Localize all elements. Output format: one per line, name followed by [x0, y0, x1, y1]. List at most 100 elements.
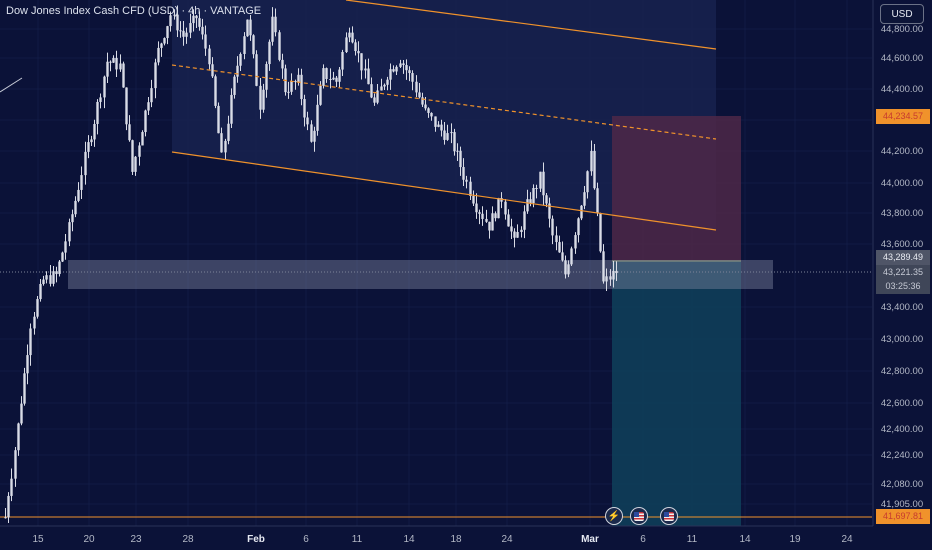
x-tick-label: 11 — [352, 534, 363, 545]
candle-body — [144, 110, 147, 133]
lightning-icon[interactable]: ⚡ — [605, 507, 623, 525]
candle-body — [386, 79, 389, 85]
candle-body — [612, 270, 615, 280]
candle-body — [609, 276, 612, 280]
candle-body — [287, 91, 290, 93]
candle-body — [332, 77, 335, 80]
candle-body — [262, 89, 265, 110]
candle-body — [329, 79, 332, 81]
symbol-title[interactable]: Dow Jones Index Cash CFD (USD) · 4h · VA… — [6, 5, 262, 17]
x-tick-label: 19 — [789, 534, 801, 545]
candle-body — [570, 248, 573, 265]
candle-body — [418, 92, 421, 98]
candle-body — [561, 252, 564, 261]
candle-body — [154, 62, 157, 89]
candle-body — [163, 38, 166, 44]
candle-body — [157, 47, 160, 63]
candle-body — [475, 203, 478, 213]
candle-body — [52, 271, 55, 284]
candle-body — [217, 105, 220, 134]
y-tick-label: 43,000.00 — [881, 334, 923, 345]
support-zone — [68, 260, 773, 289]
candle-body — [440, 124, 443, 131]
candle-body — [526, 199, 529, 212]
time-axis-panel — [0, 526, 932, 550]
stop-loss-zone — [612, 116, 741, 261]
candle-body — [345, 37, 348, 53]
take-profit-price-tag: 41,697.81 — [876, 509, 930, 524]
y-tick-label: 44,400.00 — [881, 84, 923, 95]
y-tick-label: 42,400.00 — [881, 424, 923, 435]
candle-body — [310, 124, 313, 142]
y-tick-label: 42,080.00 — [881, 479, 923, 490]
candle-body — [71, 214, 74, 223]
currency-button[interactable]: USD — [880, 4, 924, 24]
y-tick-label: 42,240.00 — [881, 450, 923, 461]
candle-body — [402, 63, 405, 66]
candle-body — [351, 32, 354, 43]
candle-body — [115, 57, 118, 70]
candle-body — [297, 74, 300, 82]
candle-body — [338, 69, 341, 82]
y-tick-label: 41,905.00 — [881, 499, 923, 510]
candle-body — [478, 212, 481, 214]
candle-body — [281, 59, 284, 69]
channel-fill — [172, 0, 716, 230]
candle-body — [106, 61, 109, 77]
candle-body — [602, 251, 605, 282]
candle-body — [208, 48, 211, 65]
candle-body — [446, 133, 449, 140]
x-tick-label: 6 — [640, 534, 646, 545]
candle-body — [545, 195, 548, 204]
candle-body — [497, 198, 500, 219]
candle-body — [437, 124, 440, 127]
candle-body — [599, 213, 602, 252]
candle-body — [615, 270, 618, 274]
candle-body — [316, 104, 319, 131]
us-flag-icon[interactable] — [630, 507, 648, 525]
candle-body — [268, 41, 271, 65]
candle-body — [520, 229, 523, 232]
candle-body — [198, 18, 201, 27]
candle-body — [443, 130, 446, 140]
candle-body — [555, 235, 558, 243]
candle-body — [230, 94, 233, 124]
candle-body — [179, 30, 182, 32]
candle-body — [131, 140, 134, 172]
candle-body — [233, 76, 236, 95]
y-tick-label: 43,800.00 — [881, 208, 923, 219]
candle-body — [182, 30, 185, 37]
candle-body — [465, 179, 468, 182]
candle-body — [373, 97, 376, 103]
us-flag-icon[interactable] — [660, 507, 678, 525]
candle-body — [300, 74, 303, 100]
candle-body — [415, 81, 418, 93]
candle-body — [246, 19, 249, 37]
candle-body — [580, 205, 583, 219]
candle-body — [141, 132, 144, 146]
candle-body — [214, 76, 217, 106]
y-tick-label: 43,600.00 — [881, 239, 923, 250]
candle-body — [278, 32, 281, 60]
candle-body — [20, 403, 23, 424]
candle-body — [523, 211, 526, 230]
candle-body — [532, 187, 535, 204]
candle-body — [341, 52, 344, 70]
candle-body — [220, 133, 223, 153]
candle-body — [271, 16, 274, 42]
candle-body — [558, 242, 561, 253]
y-tick-label: 44,600.00 — [881, 53, 923, 64]
candle-body — [255, 54, 258, 86]
candle-body — [33, 316, 36, 329]
stop-loss-price-tag: 44,234.57 — [876, 109, 930, 124]
candle-body — [408, 70, 411, 74]
candle-body — [42, 279, 45, 284]
candle-body — [376, 90, 379, 103]
candle-body — [189, 23, 192, 33]
candle-body — [574, 235, 577, 249]
x-tick-label: Mar — [581, 534, 599, 545]
candle-body — [427, 108, 430, 113]
candle-body — [516, 231, 519, 238]
